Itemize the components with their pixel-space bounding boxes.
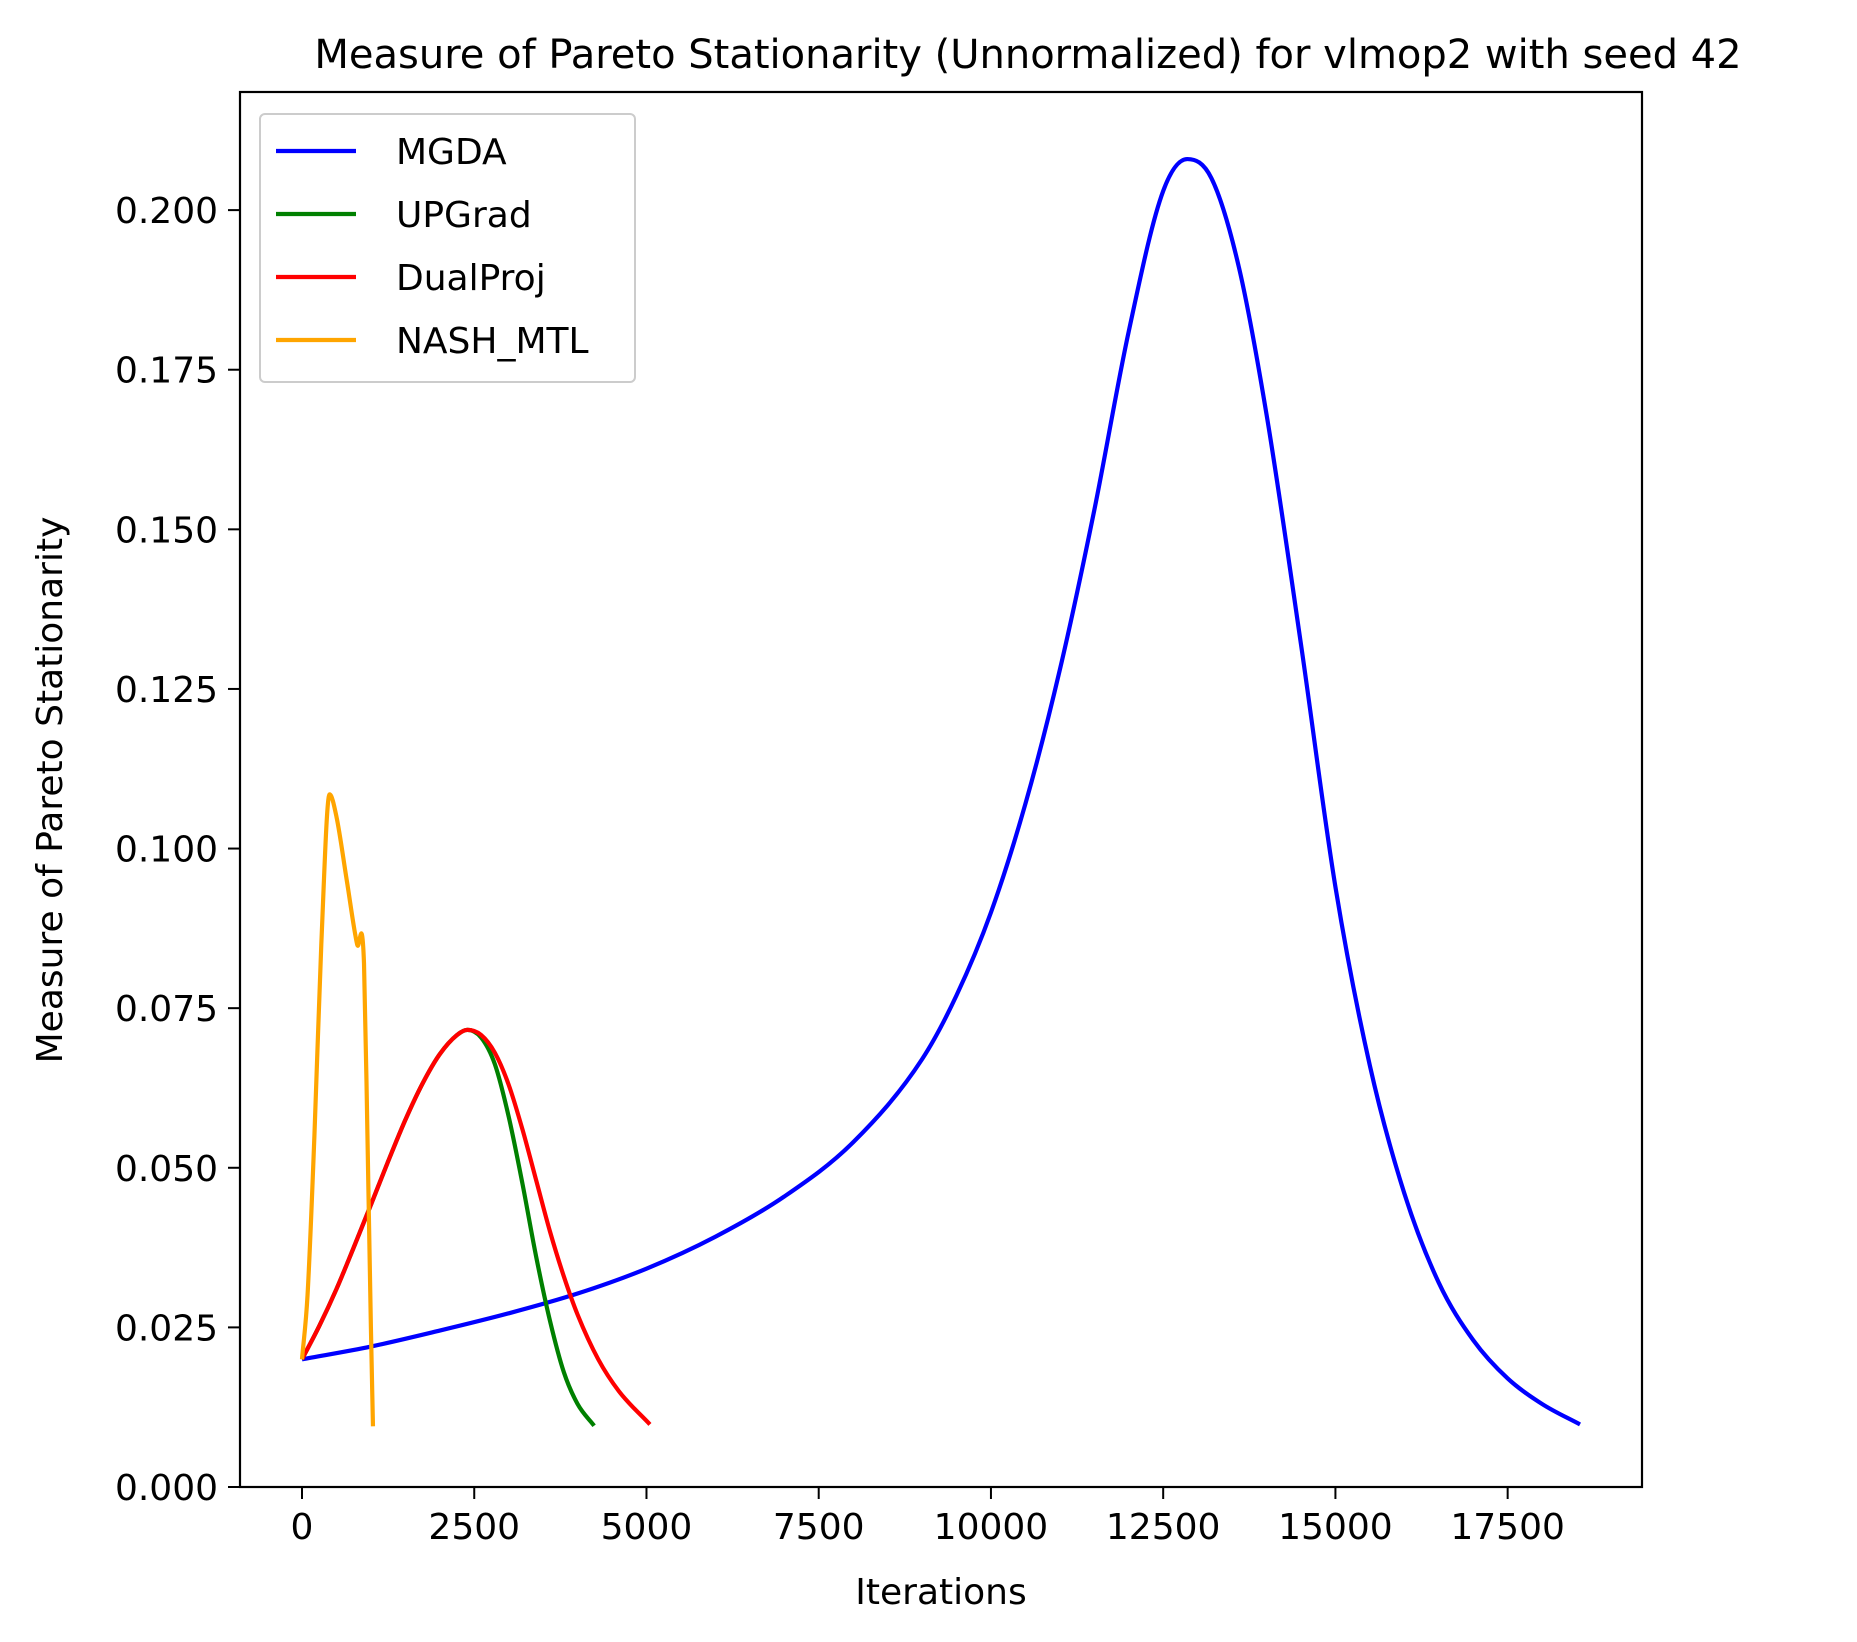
x-tick-label: 2500 <box>428 1507 520 1548</box>
y-tick-label: 0.175 <box>115 351 218 392</box>
legend-box <box>259 113 636 383</box>
legend: MGDA UPGrad DualProj NASH_MTL <box>259 113 636 383</box>
y-axis-label: Measure of Pareto Stationarity <box>30 517 71 1064</box>
x-tick-label: 7500 <box>773 1507 865 1548</box>
x-tick-label: 12500 <box>1106 1507 1221 1548</box>
x-tick-label: 5000 <box>601 1507 693 1548</box>
y-tick-label: 0.000 <box>115 1468 218 1509</box>
y-axis: 0.000 0.025 0.050 0.075 0.100 0.125 0.150 0.175… <box>115 191 240 1509</box>
series-line-nash-mtl <box>299 792 376 1427</box>
legend-label-nash-mtl: NASH_MTL <box>396 321 589 362</box>
y-tick-label: 0.200 <box>115 191 218 232</box>
chart-title: Measure of Pareto Stationarity (Unnormal… <box>314 32 1741 78</box>
y-tick-label: 0.100 <box>115 830 218 871</box>
x-axis: 0 2500 5000 7500 10000 12500 15000 17500 <box>291 1487 1565 1548</box>
series-line-mgda <box>301 156 1581 1427</box>
x-tick-label: 10000 <box>934 1507 1049 1548</box>
x-tick-label: 0 <box>291 1507 314 1548</box>
legend-label-mgda: MGDA <box>396 132 507 173</box>
legend-label-upgrad: UPGrad <box>396 195 532 236</box>
y-tick-label: 0.125 <box>115 670 218 711</box>
series-line-dualproj <box>300 1027 652 1426</box>
x-tick-label: 17500 <box>1450 1507 1565 1548</box>
legend-label-dualproj: DualProj <box>396 258 546 299</box>
y-tick-label: 0.150 <box>115 510 218 551</box>
y-tick-label: 0.075 <box>115 989 218 1030</box>
plot-frame <box>238 90 1644 1489</box>
x-tick-label: 15000 <box>1278 1507 1393 1548</box>
x-axis-label: Iterations <box>855 1572 1026 1613</box>
series-lines <box>299 156 1581 1427</box>
y-tick-label: 0.025 <box>115 1308 218 1349</box>
y-tick-label: 0.050 <box>115 1149 218 1190</box>
